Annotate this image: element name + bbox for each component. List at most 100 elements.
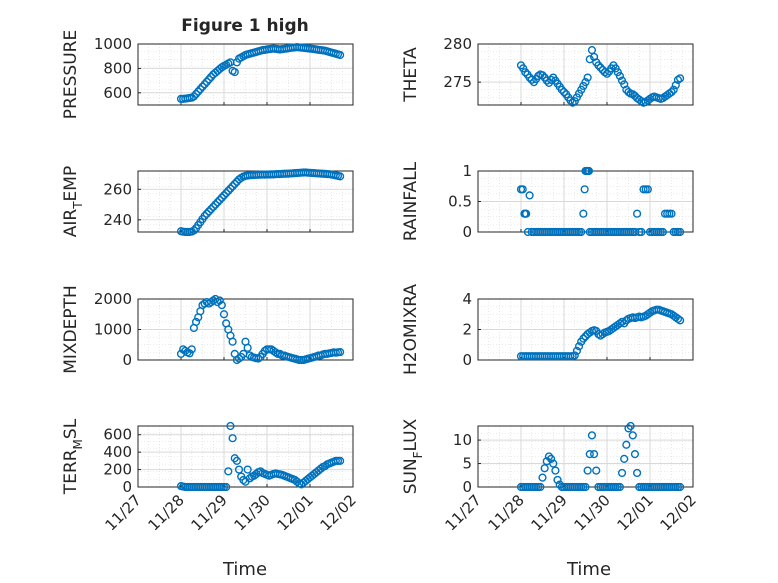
- data-point: [207, 205, 216, 214]
- x-tick-label: 11/30: [571, 491, 614, 534]
- y-tick-label: 2: [462, 321, 472, 339]
- x-axis-label-left: Time: [222, 559, 267, 580]
- data-point: [204, 207, 214, 216]
- data-point: [540, 464, 549, 473]
- data-point: [589, 450, 599, 459]
- data-point: [204, 75, 214, 84]
- data-point: [553, 475, 562, 485]
- data-point: [675, 227, 685, 237]
- data-point: [615, 319, 625, 328]
- x-tick-label: 11/29: [188, 491, 231, 534]
- data-point: [209, 202, 218, 211]
- y-tick-label: 800: [103, 59, 132, 77]
- data-point: [527, 75, 536, 84]
- data-point: [602, 69, 612, 78]
- y-axis-label: AIRTEMP: [61, 166, 85, 237]
- axes-box: [137, 298, 354, 361]
- data-point: [546, 454, 556, 463]
- data-point: [196, 85, 205, 94]
- data-point: [581, 78, 590, 87]
- data-point: [587, 431, 597, 440]
- data-point: [200, 211, 209, 221]
- data-point: [243, 465, 252, 474]
- data-point: [538, 473, 547, 482]
- data-point: [232, 456, 242, 465]
- y-axis-label: MIXDEPTH: [61, 285, 81, 374]
- data-point: [228, 337, 237, 346]
- subplot-pressure: 600 800 1000 PRESSURE: [61, 30, 354, 119]
- data-point: [224, 467, 233, 476]
- data-point: [542, 76, 551, 85]
- data-point: [628, 431, 637, 440]
- axes-box: [477, 298, 694, 361]
- data-point: [617, 317, 627, 326]
- data-point: [219, 310, 229, 319]
- data-point: [559, 87, 569, 97]
- data-point: [213, 198, 222, 207]
- data-point: [189, 92, 199, 101]
- y-tick-label: 400: [103, 443, 132, 461]
- data-point: [336, 50, 345, 60]
- data-point: [215, 296, 224, 305]
- x-tick-label: 11/29: [528, 491, 571, 534]
- data-point: [584, 166, 594, 176]
- x-tick-label: 11/27: [102, 491, 145, 534]
- data-point: [632, 468, 642, 478]
- data-point: [622, 316, 631, 325]
- data-point: [580, 185, 589, 194]
- y-tick-label: 200: [103, 461, 132, 479]
- x-tick-label: 12/01: [614, 491, 657, 534]
- data-point: [667, 209, 676, 218]
- data-point: [198, 82, 207, 91]
- axes-box: [477, 43, 694, 106]
- data-point: [536, 482, 545, 492]
- data-point: [577, 227, 586, 237]
- y-axis-label: TERRMSL: [61, 418, 85, 495]
- x-tick-label: 11/28: [485, 491, 528, 534]
- x-tick-label: 11/30: [231, 491, 274, 534]
- data-point: [615, 482, 625, 492]
- data-point: [669, 85, 678, 94]
- data-point: [645, 308, 655, 317]
- y-axis-label: H2OMIXRA: [401, 284, 421, 375]
- data-point: [518, 185, 527, 194]
- y-tick-label: 5: [462, 455, 472, 473]
- data-point: [624, 424, 633, 433]
- data-point: [673, 75, 683, 84]
- subplot-air-temp: 240 260 AIRTEMP: [61, 166, 354, 237]
- data-point: [230, 67, 239, 77]
- y-tick-label: 10: [453, 431, 472, 449]
- data-point: [336, 172, 345, 181]
- y-tick-label: 1000: [94, 35, 132, 53]
- data-point: [222, 189, 231, 198]
- data-point: [522, 209, 531, 218]
- data-point: [673, 314, 683, 323]
- y-tick-label: 2000: [94, 290, 132, 308]
- subplot-sun-flux: 0 5 10 SUNFLUX 11/27 11/28 11/29 11/30 12/01 12/0…: [401, 418, 700, 534]
- data-point: [585, 55, 594, 64]
- data-point: [202, 209, 211, 218]
- data-point: [200, 80, 209, 89]
- data-point: [630, 450, 640, 459]
- y-tick-label: 0: [122, 478, 132, 496]
- data-point: [234, 354, 244, 363]
- data-point: [598, 329, 607, 339]
- data-point: [544, 452, 554, 461]
- data-point: [224, 186, 233, 195]
- data-point: [568, 98, 577, 107]
- subplot-mixdepth: 0 1000 2000 MIXDEPTH: [61, 285, 354, 374]
- data-point: [219, 191, 229, 200]
- data-point: [583, 73, 592, 82]
- data-point: [566, 96, 575, 105]
- data-point: [191, 317, 201, 326]
- data-point: [245, 351, 254, 360]
- data-point: [570, 351, 579, 360]
- data-point: [215, 195, 224, 205]
- data-point: [626, 421, 635, 431]
- axes-box: [477, 425, 694, 488]
- data-point: [592, 466, 601, 475]
- data-point: [217, 193, 226, 202]
- data-point: [234, 465, 244, 474]
- y-tick-label: 0: [462, 223, 472, 241]
- data-point: [211, 200, 220, 209]
